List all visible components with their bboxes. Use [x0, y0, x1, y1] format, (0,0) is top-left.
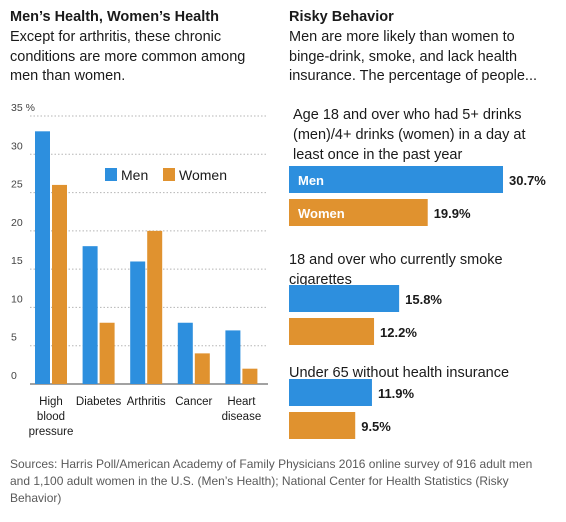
y-tick-label: 5 [11, 332, 17, 344]
legend-label-women: Women [179, 167, 227, 183]
y-tick-label: 25 [11, 179, 23, 191]
group-label: least once in the past year [293, 147, 462, 163]
data-label-men: 15.8% [405, 292, 442, 307]
bar-women [99, 322, 115, 384]
data-label-men: 30.7% [509, 173, 546, 188]
data-label-men: 11.9% [378, 386, 415, 401]
bar-men [289, 166, 503, 193]
group-label: (men)/4+ drinks (women) in a day at [293, 127, 526, 143]
legend-swatch-women [163, 168, 175, 181]
x-tick-label: Heart [227, 396, 256, 408]
bar-men [82, 246, 98, 384]
legend-label-men: Men [121, 167, 148, 183]
y-tick-label: 20 [11, 217, 23, 229]
y-tick-label: 15 [11, 255, 23, 267]
y-tick-label: 10 [11, 293, 23, 305]
bar-men [289, 379, 372, 406]
legend-swatch-men [105, 168, 117, 181]
group-label: cigarettes [289, 272, 352, 288]
bar-women [289, 318, 375, 345]
left-chart-title: Men’s Health, Women’s Health [10, 9, 219, 25]
x-tick-label: Arthritis [127, 396, 166, 408]
bar-women [242, 368, 258, 384]
data-label-women: 12.2% [380, 325, 417, 340]
y-tick-label: 0 [11, 370, 17, 382]
bar-women [52, 184, 67, 384]
group-label: Age 18 and over who had 5+ drinks [293, 107, 522, 123]
right-chart-title: Risky Behavior [289, 9, 394, 25]
x-tick-label: Diabetes [76, 396, 122, 408]
data-label-women: 19.9% [434, 206, 471, 221]
bar-men [130, 261, 146, 384]
bar-inside-label-women: Women [298, 206, 345, 221]
left-chart-subtitle: Except for arthritis, these chronic cond… [10, 29, 246, 84]
x-tick-label: Cancer [175, 396, 212, 408]
group-label: 18 and over who currently smoke [289, 252, 503, 268]
bar-women [289, 412, 356, 439]
bar-women [289, 199, 428, 226]
x-tick-label: disease [222, 411, 262, 423]
group-label: Under 65 without health insurance [289, 365, 509, 381]
bar-men [35, 131, 50, 384]
bar-women [194, 353, 210, 384]
bar-women [147, 230, 163, 384]
bar-inside-label-men: Men [298, 173, 324, 188]
bar-men [289, 285, 400, 312]
sources-note: Sources: Harris Poll/American Academy of… [10, 457, 533, 505]
y-tick-label: 35 % [11, 102, 35, 114]
data-label-women: 9.5% [361, 419, 391, 434]
right-chart-subtitle: Men are more likely than women to binge-… [289, 29, 538, 84]
bar-men [225, 330, 241, 384]
x-tick-label: blood [37, 411, 65, 423]
x-tick-label: High [39, 396, 63, 408]
y-tick-label: 30 [11, 140, 23, 152]
x-tick-label: pressure [29, 426, 74, 438]
bar-men [177, 322, 193, 384]
